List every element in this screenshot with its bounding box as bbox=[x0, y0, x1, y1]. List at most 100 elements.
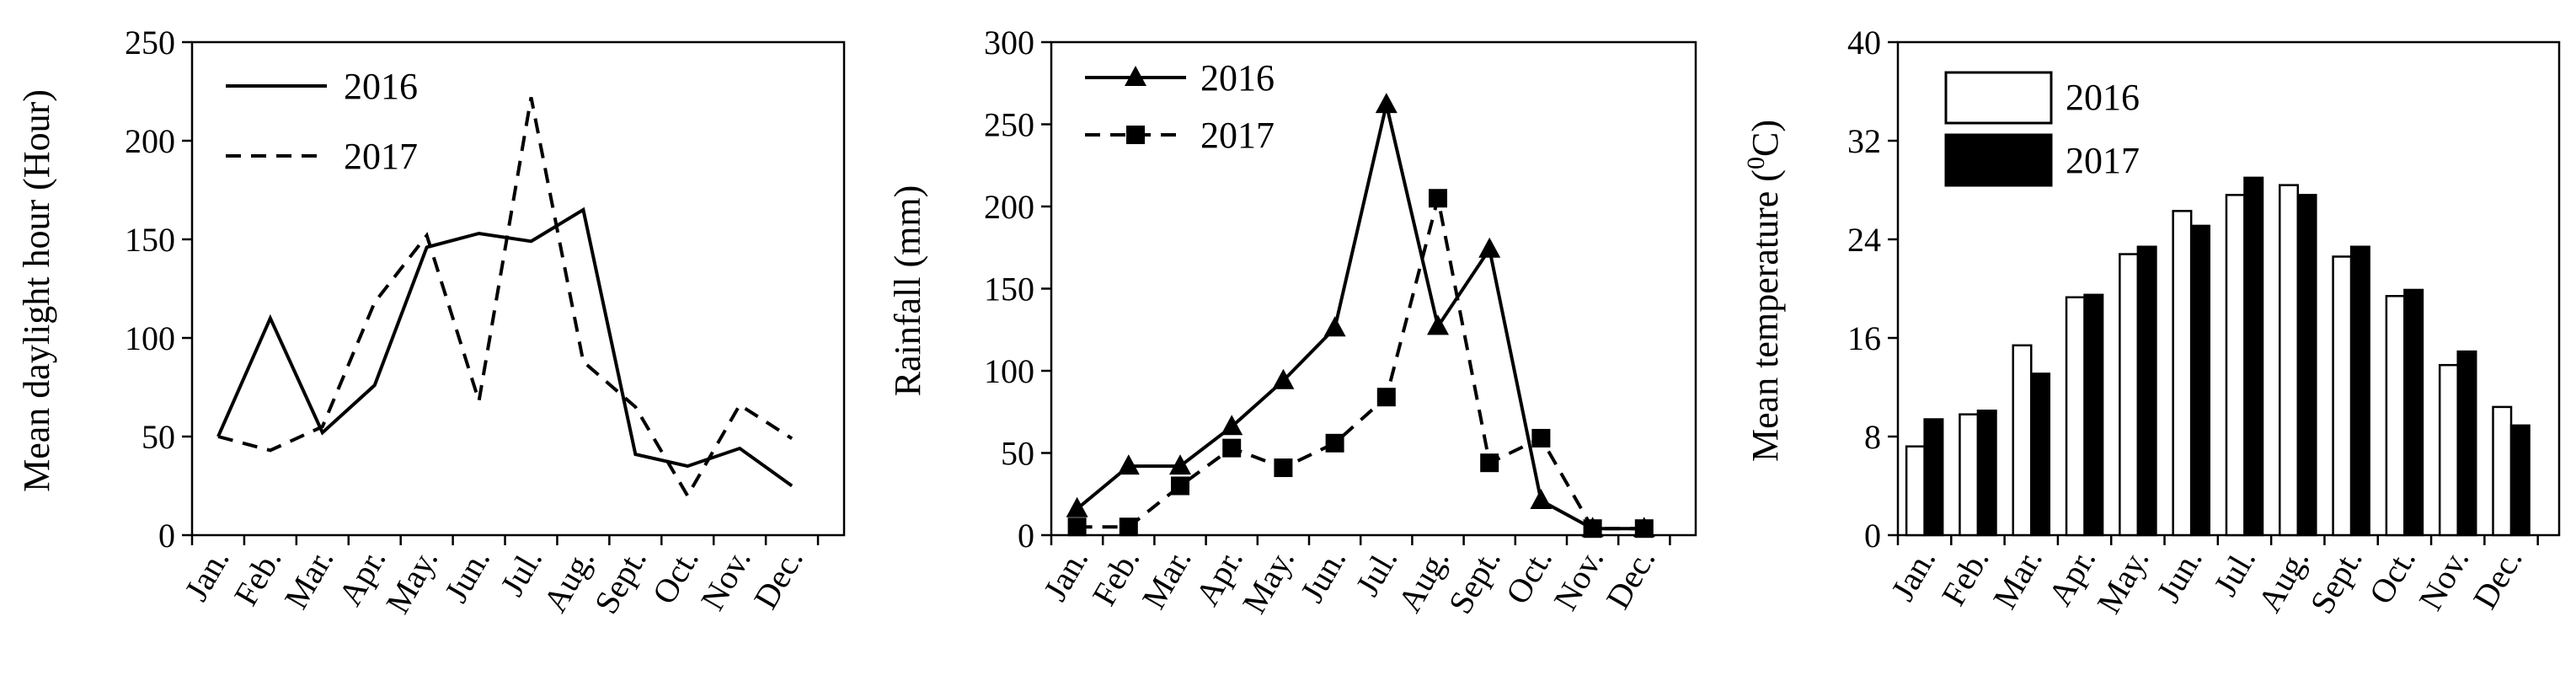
temperature-ytick-label: 32 bbox=[1847, 122, 1881, 160]
rainfall-month-label: Feb. bbox=[1085, 542, 1147, 612]
rainfall-plot-area bbox=[1066, 93, 1655, 539]
temperature-bar-2016 bbox=[2385, 295, 2406, 537]
daylight-month-label: Nov. bbox=[693, 542, 758, 617]
temperature-legend-2016-swatch bbox=[1944, 71, 2053, 125]
temperature-month-label: Dec. bbox=[2466, 542, 2530, 615]
temperature-bar-2016 bbox=[2225, 194, 2246, 537]
rainfall-series-2016-point bbox=[1478, 237, 1501, 258]
rainfall-series-2016-point bbox=[1272, 368, 1295, 389]
rainfall-month-label: Jun. bbox=[1293, 542, 1354, 608]
temperature-month-label: Oct. bbox=[2361, 542, 2423, 610]
rainfall-series-2016-point bbox=[1066, 496, 1088, 517]
temperature-bar-2017 bbox=[2136, 245, 2157, 537]
daylight-series-2017-line bbox=[217, 97, 794, 500]
rainfall-series-2016-line bbox=[1076, 104, 1644, 531]
rainfall-series-2017-point bbox=[1171, 476, 1189, 496]
rainfall-series-2017-point bbox=[1376, 388, 1396, 407]
temperature-bar-2016 bbox=[2279, 184, 2300, 537]
temperature-bar-2017 bbox=[2403, 288, 2424, 537]
rainfall-series-2016-point bbox=[1530, 489, 1553, 510]
temperature-bar-2016 bbox=[2438, 363, 2459, 537]
rainfall-legend-2016-marker bbox=[1125, 66, 1146, 86]
daylight-ytick-label: 100 bbox=[125, 319, 175, 357]
daylight-ytick-label: 50 bbox=[142, 418, 175, 456]
rainfall-series-2016-point bbox=[1375, 93, 1398, 114]
daylight-axes: 050100150200250Jan.Feb.Mar.Apr.May.Jun.J… bbox=[125, 24, 846, 620]
rainfall-ytick-label: 250 bbox=[984, 106, 1034, 144]
rainfall-month-label: Nov. bbox=[1546, 542, 1611, 617]
temperature-legend-2017-swatch bbox=[1944, 133, 2053, 187]
temperature-ytick-label: 24 bbox=[1847, 221, 1881, 259]
temperature-bar-2016 bbox=[2065, 296, 2086, 537]
temperature-bar-2017 bbox=[2509, 424, 2531, 537]
temperature-bar-2016 bbox=[2119, 253, 2140, 537]
temperature-legend-2017-label: 2017 bbox=[2066, 140, 2140, 181]
daylight-month-label: Aug. bbox=[536, 542, 601, 619]
temperature-bar-2017 bbox=[2030, 372, 2051, 537]
daylight-ytick-label: 250 bbox=[125, 24, 175, 62]
rainfall-series-2017-point bbox=[1429, 189, 1447, 208]
rainfall-series-2017-point bbox=[1531, 428, 1551, 448]
temperature-bar-2017 bbox=[2083, 293, 2104, 537]
rainfall-y-axis-label: Rainfall (mm) bbox=[887, 185, 928, 397]
rainfall-month-label: Aug. bbox=[1390, 542, 1456, 619]
temperature-bar-2016 bbox=[2492, 405, 2513, 537]
rainfall-legend: 2016 2017 bbox=[1085, 57, 1275, 156]
temperature-bar-2016 bbox=[2012, 344, 2033, 537]
temperature-ytick-label: 8 bbox=[1864, 418, 1881, 456]
temperature-month-label: Jun. bbox=[2149, 542, 2210, 608]
daylight-plot-area bbox=[216, 97, 794, 500]
temperature-bar-2017 bbox=[2243, 176, 2264, 537]
temperature-bar-2016 bbox=[1959, 413, 1980, 537]
rainfall-series-2016-point bbox=[1427, 314, 1449, 335]
rainfall-series-2017-point bbox=[1325, 433, 1344, 453]
daylight-month-label: Feb. bbox=[227, 542, 289, 612]
rainfall-series-2017-line bbox=[1077, 197, 1644, 531]
rainfall-legend-2017-label: 2017 bbox=[1200, 115, 1275, 156]
daylight-month-label: Jan. bbox=[177, 542, 237, 607]
temperature-month-label: Nov. bbox=[2411, 542, 2476, 617]
daylight-frame bbox=[190, 40, 846, 537]
rainfall-series-2017-point bbox=[1634, 519, 1654, 539]
temperature-bar-2017 bbox=[2349, 245, 2370, 537]
daylight-ytick-label: 200 bbox=[125, 122, 175, 160]
rainfall-series-2017-point bbox=[1480, 453, 1499, 473]
rainfall-month-label: Mar. bbox=[1135, 542, 1199, 615]
temperature-month-label: Jan. bbox=[1884, 542, 1943, 607]
daylight-series-2016-line bbox=[216, 206, 794, 488]
temperature-month-label: May. bbox=[2089, 542, 2156, 619]
temperature-ytick-label: 16 bbox=[1847, 319, 1881, 357]
temperature-ytick-label: 0 bbox=[1864, 517, 1881, 555]
rainfall-ytick-label: 100 bbox=[984, 352, 1034, 390]
panel-daylight: Mean daylight hour (Hour) 0 50 100 150 200 25… bbox=[16, 24, 846, 620]
rainfall-series-2016-point bbox=[1221, 415, 1243, 436]
rainfall-month-label: Sept. bbox=[1440, 542, 1508, 620]
rainfall-series-2017-point bbox=[1119, 517, 1138, 537]
daylight-legend-2016-label: 2016 bbox=[344, 66, 418, 107]
rainfall-legend-2017-marker bbox=[1126, 126, 1145, 144]
temperature-bar-2017 bbox=[2296, 194, 2317, 537]
rainfall-series-2017-point bbox=[1222, 438, 1242, 458]
rainfall-frame bbox=[1050, 40, 1697, 537]
panel-temperature: Mean temperature (0C) 0 8 16 24 32 40 Jan.Feb.… bbox=[1742, 24, 2561, 620]
rainfall-ytick-label: 300 bbox=[984, 24, 1034, 62]
rainfall-legend-2016-label: 2016 bbox=[1200, 57, 1275, 99]
daylight-month-label: May. bbox=[378, 542, 445, 619]
temperature-bar-2017 bbox=[2456, 350, 2477, 537]
daylight-ytick-label: 0 bbox=[158, 517, 175, 555]
rainfall-series-2016-point bbox=[1117, 454, 1140, 475]
temperature-ytick-label: 40 bbox=[1847, 24, 1881, 62]
daylight-ytick-label: 150 bbox=[125, 221, 175, 259]
temperature-bar-2016 bbox=[1905, 445, 1926, 537]
temperature-bar-2016 bbox=[2172, 210, 2193, 537]
daylight-month-label: Jun. bbox=[437, 542, 498, 608]
rainfall-month-label: Dec. bbox=[1598, 542, 1662, 615]
rainfall-ytick-label: 0 bbox=[1018, 517, 1034, 555]
temperature-month-label: Mar. bbox=[1985, 542, 2050, 615]
rainfall-series-2017-point bbox=[1583, 519, 1602, 539]
temperature-legend-2016-label: 2016 bbox=[2066, 77, 2140, 118]
daylight-legend-2017-label: 2017 bbox=[344, 136, 418, 177]
rainfall-month-label: Jan. bbox=[1036, 542, 1096, 607]
daylight-month-label: Dec. bbox=[746, 542, 810, 615]
panel-rainfall: Rainfall (mm) 0 50 100 150 200 250 300 Jan.Feb.… bbox=[887, 24, 1697, 620]
